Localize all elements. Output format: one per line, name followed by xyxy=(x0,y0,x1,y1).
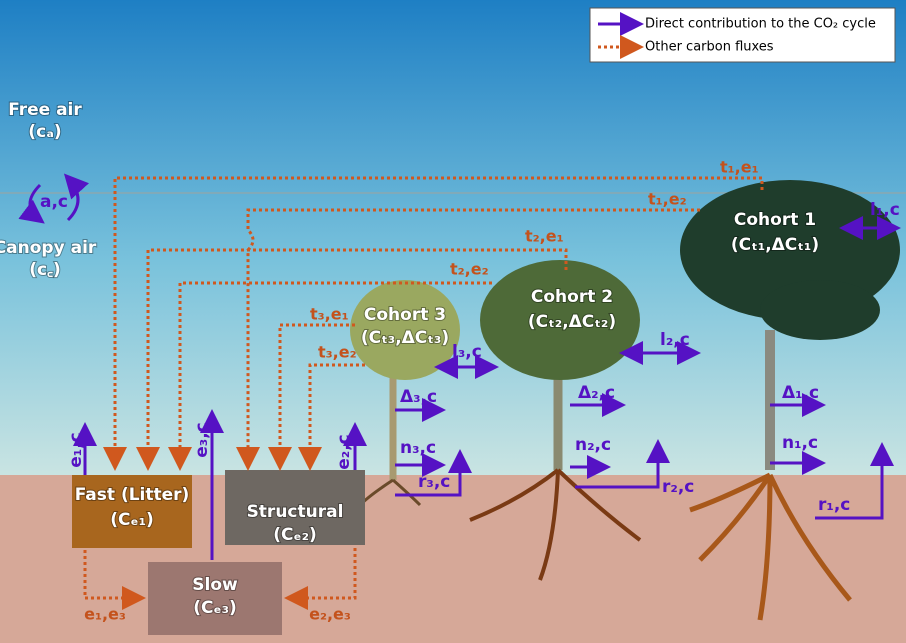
cohort-1-tree xyxy=(680,180,900,621)
label: e₁,e₃ xyxy=(84,605,126,624)
exchange-arrow xyxy=(18,183,45,224)
label: (Cₑ₃) xyxy=(193,598,237,618)
label: Free air xyxy=(8,100,82,120)
label: l₁,c xyxy=(870,200,900,220)
label: Canopy air xyxy=(0,238,97,258)
label: e₃,c xyxy=(192,422,212,458)
label: (Cₜ₁,ΔCₜ₁) xyxy=(731,235,819,255)
label: e₂,c xyxy=(334,434,354,470)
label: (c꜀) xyxy=(29,260,61,280)
label: t₂,e₂ xyxy=(450,260,489,279)
label: n₂,c xyxy=(575,435,611,455)
label: t₃,e₂ xyxy=(318,343,357,362)
label: l₃,c xyxy=(452,342,482,362)
label: r₁,c xyxy=(818,495,850,515)
label: l₂,c xyxy=(660,330,690,350)
label: e₁,c xyxy=(66,432,86,468)
label: t₁,e₁ xyxy=(720,158,759,177)
label: n₁,c xyxy=(782,433,818,453)
label: t₂,e₁ xyxy=(525,227,564,246)
label: t₃,e₁ xyxy=(310,305,349,324)
label: r₃,c xyxy=(418,472,450,492)
flux-arrow xyxy=(168,281,492,471)
label: t₁,e₂ xyxy=(648,190,687,209)
flux-arrow xyxy=(268,323,355,471)
slow-pool xyxy=(148,562,282,635)
cohort-2-tree xyxy=(469,260,642,581)
legend-label: Other carbon fluxes xyxy=(645,40,774,55)
resp-arrow xyxy=(575,439,670,489)
label: n₃,c xyxy=(400,438,436,458)
label: Structural xyxy=(247,502,344,522)
flux-arrow xyxy=(298,363,365,471)
resp-arrow xyxy=(395,449,472,497)
label: Cohort 1 xyxy=(734,210,816,230)
label: (Cₑ₂) xyxy=(273,525,317,545)
label: Fast (Litter) xyxy=(75,485,190,505)
exchange-arrow xyxy=(63,173,89,222)
label: Δ₂,c xyxy=(578,383,615,403)
label: Slow xyxy=(192,575,238,595)
legend-label: Direct contribution to the CO₂ cycle xyxy=(645,17,876,32)
label: Δ₃,c xyxy=(400,387,437,407)
label: a,c xyxy=(40,192,68,212)
flux-arrow xyxy=(103,176,764,471)
label: Cohort 3 xyxy=(364,305,446,325)
flux-arrow xyxy=(136,248,568,471)
label: (Cₜ₃,ΔCₜ₃) xyxy=(361,328,449,348)
flux-arrow xyxy=(83,550,146,610)
flux-arrow xyxy=(284,548,357,610)
label: Cohort 2 xyxy=(531,287,613,307)
resp-arrow xyxy=(815,442,894,520)
label: (Cₜ₂,ΔCₜ₂) xyxy=(528,312,616,332)
label: r₂,c xyxy=(662,477,694,497)
structural-pool xyxy=(225,470,365,545)
label: (cₐ) xyxy=(28,122,61,142)
fast-pool xyxy=(72,475,192,548)
label: (Cₑ₁) xyxy=(110,510,154,530)
label: Δ₁,c xyxy=(782,383,819,403)
label: e₂,e₃ xyxy=(309,605,351,624)
